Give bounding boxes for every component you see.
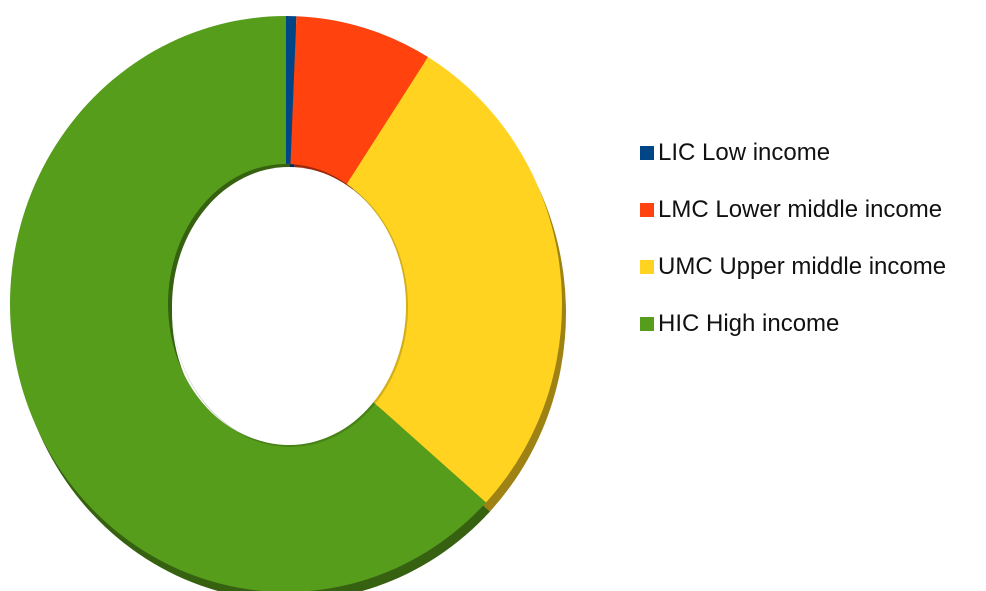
slice-lic <box>286 16 297 165</box>
legend-swatch-lic <box>640 146 654 160</box>
legend-item-umc: UMC Upper middle income <box>640 250 946 284</box>
legend-label-lmc: LMC Lower middle income <box>658 196 943 223</box>
legend-item-hic: HIC High income <box>640 307 946 341</box>
donut-hole <box>172 167 406 445</box>
slice-umc <box>346 57 562 503</box>
legend-label-lic: LIC Low income <box>658 139 831 166</box>
legend-item-lmc: LMC Lower middle income <box>640 193 946 227</box>
slice-lmc <box>290 16 428 184</box>
legend-label-umc: UMC Upper middle income <box>658 253 947 280</box>
legend-label-hic: HIC High income <box>658 310 840 337</box>
legend-swatch-umc <box>640 260 654 274</box>
legend-swatch-hic <box>640 317 654 331</box>
ring-inner-rim <box>172 167 408 447</box>
legend-swatch-lmc <box>640 203 654 217</box>
slice-hic <box>10 16 487 591</box>
legend-item-lic: LIC Low income <box>640 136 946 170</box>
ring-slices <box>10 16 562 591</box>
legend: LIC Low income LMC Lower middle income U… <box>640 136 946 364</box>
